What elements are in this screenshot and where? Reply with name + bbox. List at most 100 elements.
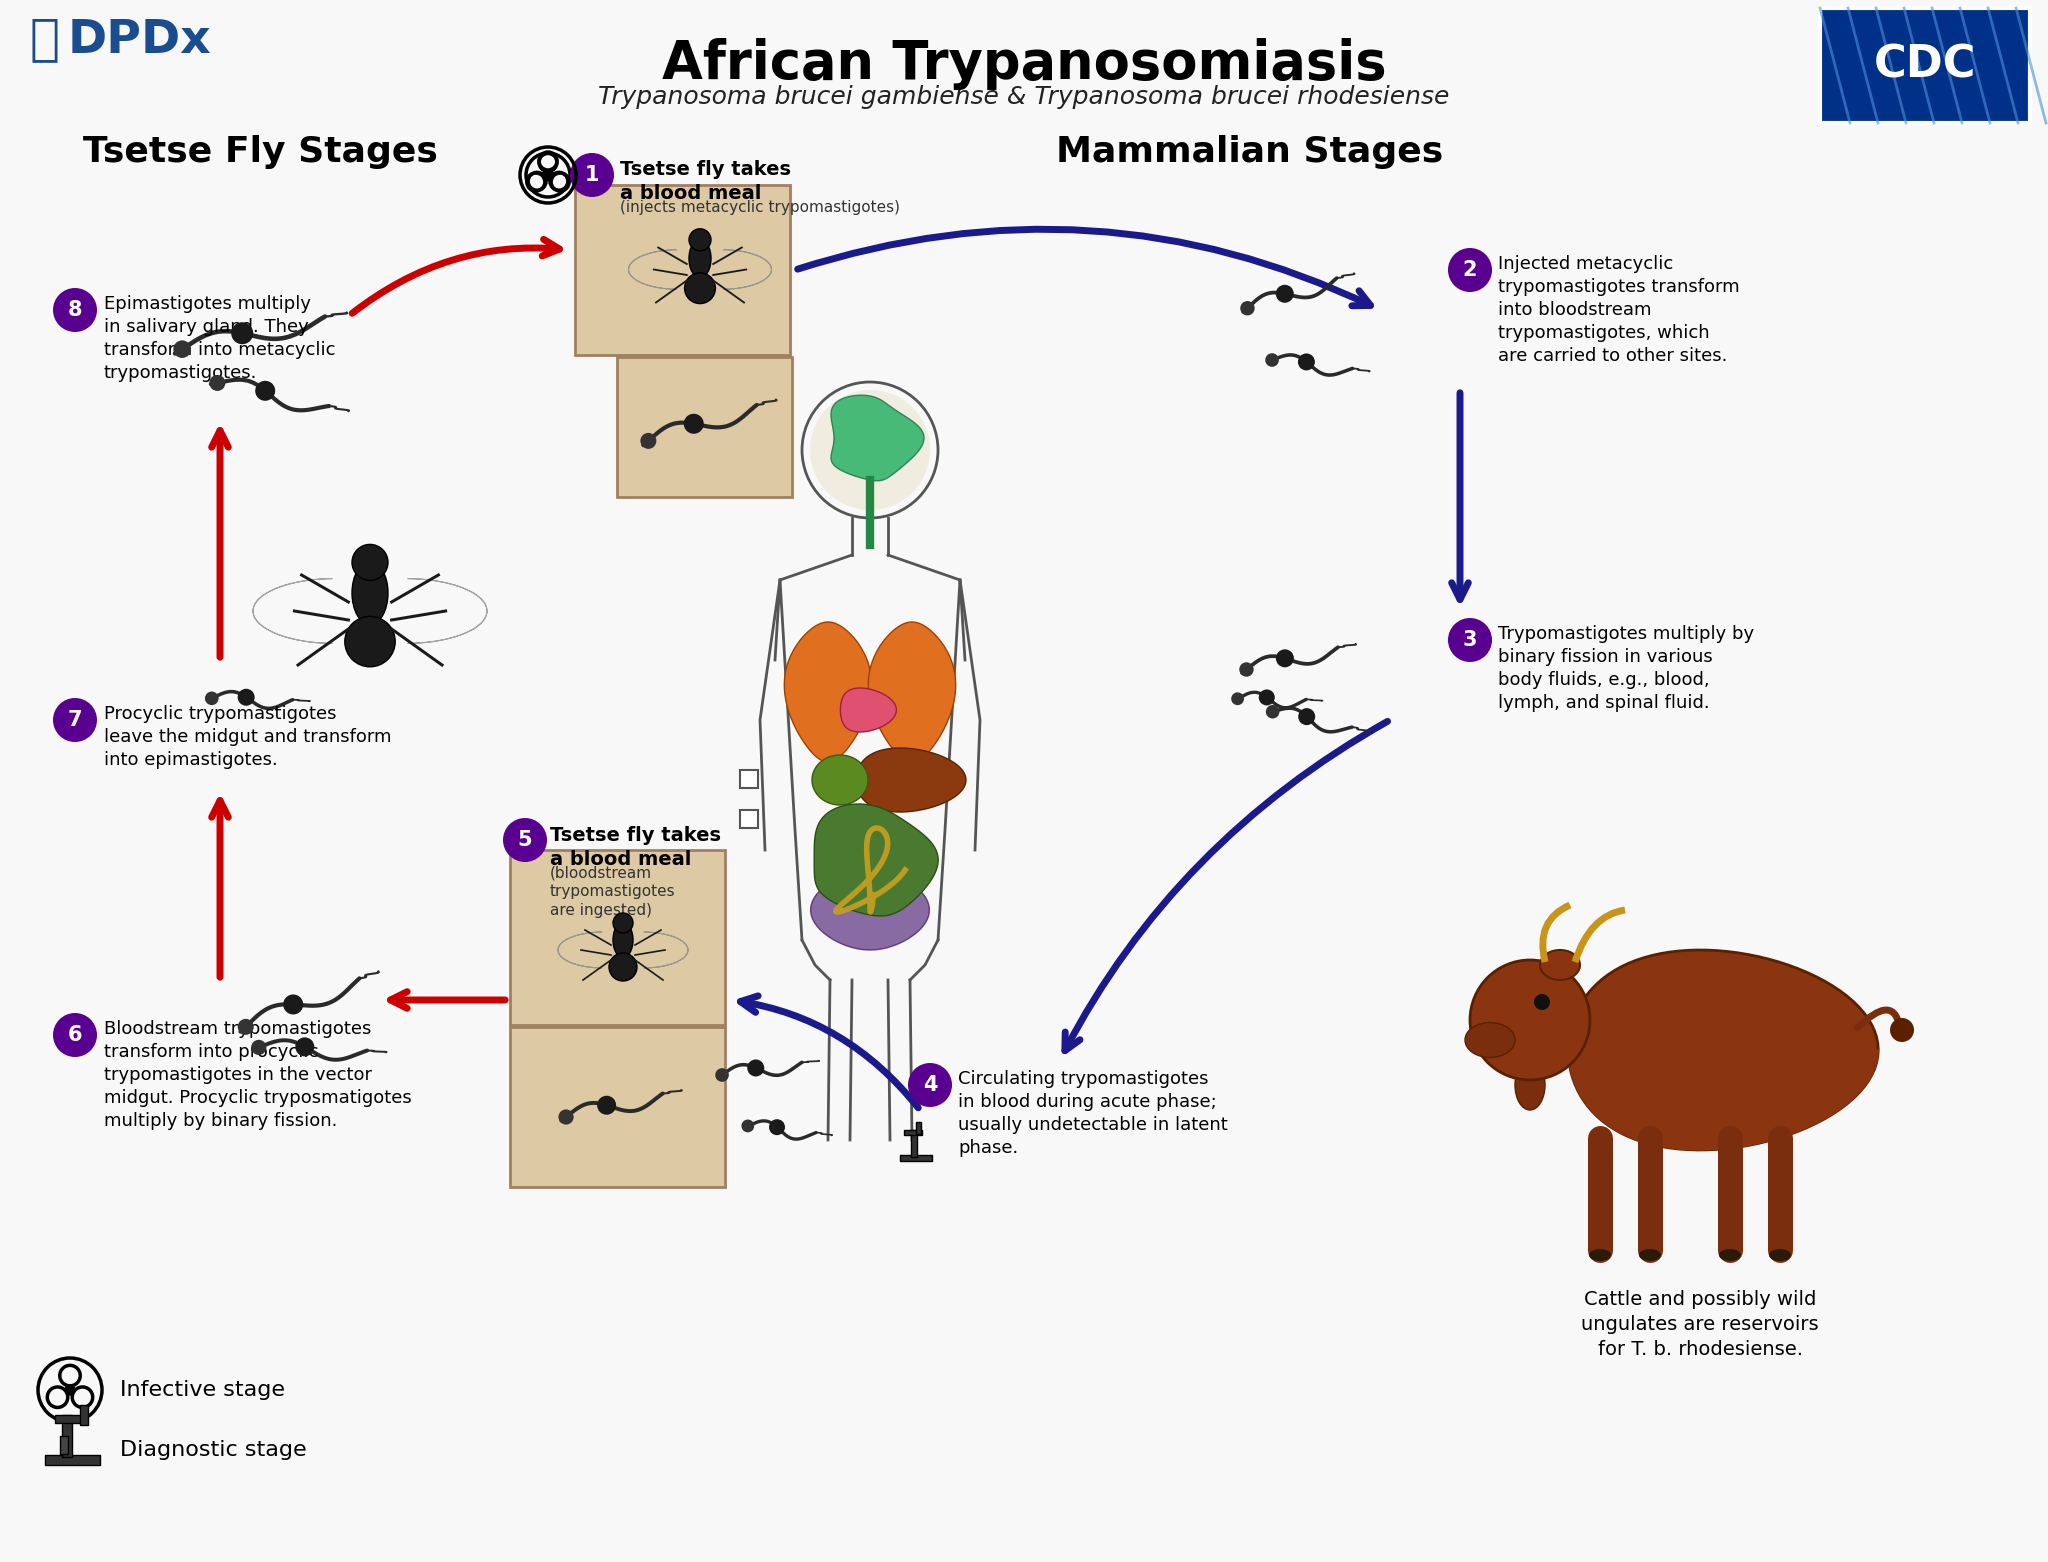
Circle shape xyxy=(543,170,553,180)
Text: 4: 4 xyxy=(924,1075,938,1095)
Circle shape xyxy=(598,1095,616,1115)
Polygon shape xyxy=(254,578,332,644)
Text: 6: 6 xyxy=(68,1025,82,1045)
Polygon shape xyxy=(1569,950,1878,1150)
Text: Injected metacyclic
trypomastigotes transform
into bloodstream
trypomastigotes, : Injected metacyclic trypomastigotes tran… xyxy=(1497,255,1739,364)
FancyBboxPatch shape xyxy=(903,1129,922,1136)
FancyBboxPatch shape xyxy=(575,184,791,355)
Circle shape xyxy=(205,692,219,704)
Ellipse shape xyxy=(1718,1250,1741,1261)
FancyBboxPatch shape xyxy=(45,1454,100,1465)
Circle shape xyxy=(715,1068,729,1082)
FancyBboxPatch shape xyxy=(510,1026,725,1187)
Text: 1: 1 xyxy=(586,166,600,184)
FancyBboxPatch shape xyxy=(915,1122,922,1134)
Text: Epimastigotes multiply
in salivary gland. They
transform into metacyclic
trypoma: Epimastigotes multiply in salivary gland… xyxy=(104,295,336,381)
Ellipse shape xyxy=(608,953,637,981)
Polygon shape xyxy=(811,754,868,804)
Polygon shape xyxy=(811,870,930,950)
Text: Trypomastigotes multiply by
binary fission in various
body fluids, e.g., blood,
: Trypomastigotes multiply by binary fissi… xyxy=(1497,625,1755,712)
Polygon shape xyxy=(868,622,956,762)
Circle shape xyxy=(741,1120,754,1132)
Circle shape xyxy=(811,390,930,511)
FancyBboxPatch shape xyxy=(911,1129,918,1157)
Text: ⓓ: ⓓ xyxy=(31,16,59,62)
Circle shape xyxy=(53,1014,96,1057)
Circle shape xyxy=(1890,1018,1915,1042)
Polygon shape xyxy=(629,250,678,289)
FancyBboxPatch shape xyxy=(59,1435,68,1454)
Circle shape xyxy=(63,1384,76,1396)
Circle shape xyxy=(1298,353,1315,370)
Text: (injects metacyclic trypomastigotes): (injects metacyclic trypomastigotes) xyxy=(621,200,899,216)
FancyBboxPatch shape xyxy=(61,1415,72,1457)
Ellipse shape xyxy=(1516,1061,1544,1111)
Circle shape xyxy=(641,433,655,448)
Circle shape xyxy=(1298,708,1315,725)
Text: African Trypanosomiasis: African Trypanosomiasis xyxy=(662,37,1386,91)
Polygon shape xyxy=(840,687,897,733)
Ellipse shape xyxy=(352,561,387,625)
Text: Cattle and possibly wild
ungulates are reservoirs
for T. b. rhodesiense.: Cattle and possibly wild ungulates are r… xyxy=(1581,1290,1819,1359)
Circle shape xyxy=(543,169,555,181)
Circle shape xyxy=(1231,692,1243,704)
Ellipse shape xyxy=(1638,1250,1661,1261)
Circle shape xyxy=(1534,993,1550,1011)
Ellipse shape xyxy=(1589,1250,1612,1261)
Text: (bloodstream
trypomastigotes
are ingested): (bloodstream trypomastigotes are ingeste… xyxy=(551,865,676,918)
Ellipse shape xyxy=(1769,1250,1792,1261)
Polygon shape xyxy=(831,395,924,481)
Polygon shape xyxy=(1569,1050,1878,1150)
Circle shape xyxy=(748,1059,764,1076)
Polygon shape xyxy=(643,933,688,968)
Text: Bloodstream trypomastigotes
transform into procyclic
trypomastigotes in the vect: Bloodstream trypomastigotes transform in… xyxy=(104,1020,412,1129)
FancyBboxPatch shape xyxy=(899,1154,932,1161)
Text: 5: 5 xyxy=(518,829,532,850)
FancyBboxPatch shape xyxy=(1821,8,2030,123)
Circle shape xyxy=(688,228,711,251)
Polygon shape xyxy=(723,250,772,289)
Circle shape xyxy=(1260,689,1274,706)
Text: 7: 7 xyxy=(68,711,82,729)
Circle shape xyxy=(768,1120,784,1136)
Circle shape xyxy=(1470,961,1589,1079)
FancyBboxPatch shape xyxy=(616,358,793,497)
Text: Tsetse fly takes
a blood meal: Tsetse fly takes a blood meal xyxy=(551,826,721,868)
Text: Tsetse Fly Stages: Tsetse Fly Stages xyxy=(82,134,438,169)
Text: 3: 3 xyxy=(1462,629,1477,650)
FancyBboxPatch shape xyxy=(80,1404,88,1425)
FancyBboxPatch shape xyxy=(55,1415,86,1423)
Polygon shape xyxy=(408,578,487,644)
Circle shape xyxy=(684,414,705,434)
Circle shape xyxy=(174,341,190,358)
Circle shape xyxy=(1241,301,1255,316)
Circle shape xyxy=(1448,619,1493,662)
Polygon shape xyxy=(557,933,602,968)
Circle shape xyxy=(352,545,387,581)
Text: 2: 2 xyxy=(1462,259,1477,280)
Text: CDC: CDC xyxy=(1874,44,1976,86)
Text: Circulating trypomastigotes
in blood during acute phase;
usually undetectable in: Circulating trypomastigotes in blood dur… xyxy=(958,1070,1227,1157)
FancyBboxPatch shape xyxy=(739,811,758,828)
Text: Infective stage: Infective stage xyxy=(121,1379,285,1400)
FancyBboxPatch shape xyxy=(510,850,725,1025)
Polygon shape xyxy=(856,748,967,812)
FancyBboxPatch shape xyxy=(739,770,758,787)
Circle shape xyxy=(252,1040,266,1054)
Text: 8: 8 xyxy=(68,300,82,320)
Circle shape xyxy=(504,818,547,862)
Text: DPDx: DPDx xyxy=(68,19,211,62)
Text: Mammalian Stages: Mammalian Stages xyxy=(1057,134,1444,169)
Circle shape xyxy=(209,375,225,390)
Circle shape xyxy=(559,1109,573,1125)
Text: Procyclic trypomastigotes
leave the midgut and transform
into epimastigotes.: Procyclic trypomastigotes leave the midg… xyxy=(104,704,391,769)
Circle shape xyxy=(53,287,96,333)
Polygon shape xyxy=(1540,950,1579,979)
Circle shape xyxy=(238,1018,254,1036)
Circle shape xyxy=(1276,650,1294,667)
Circle shape xyxy=(1266,353,1278,367)
Text: Diagnostic stage: Diagnostic stage xyxy=(121,1440,307,1460)
Circle shape xyxy=(1448,248,1493,292)
Polygon shape xyxy=(784,622,872,762)
Text: Tsetse fly takes
a blood meal: Tsetse fly takes a blood meal xyxy=(621,159,791,203)
